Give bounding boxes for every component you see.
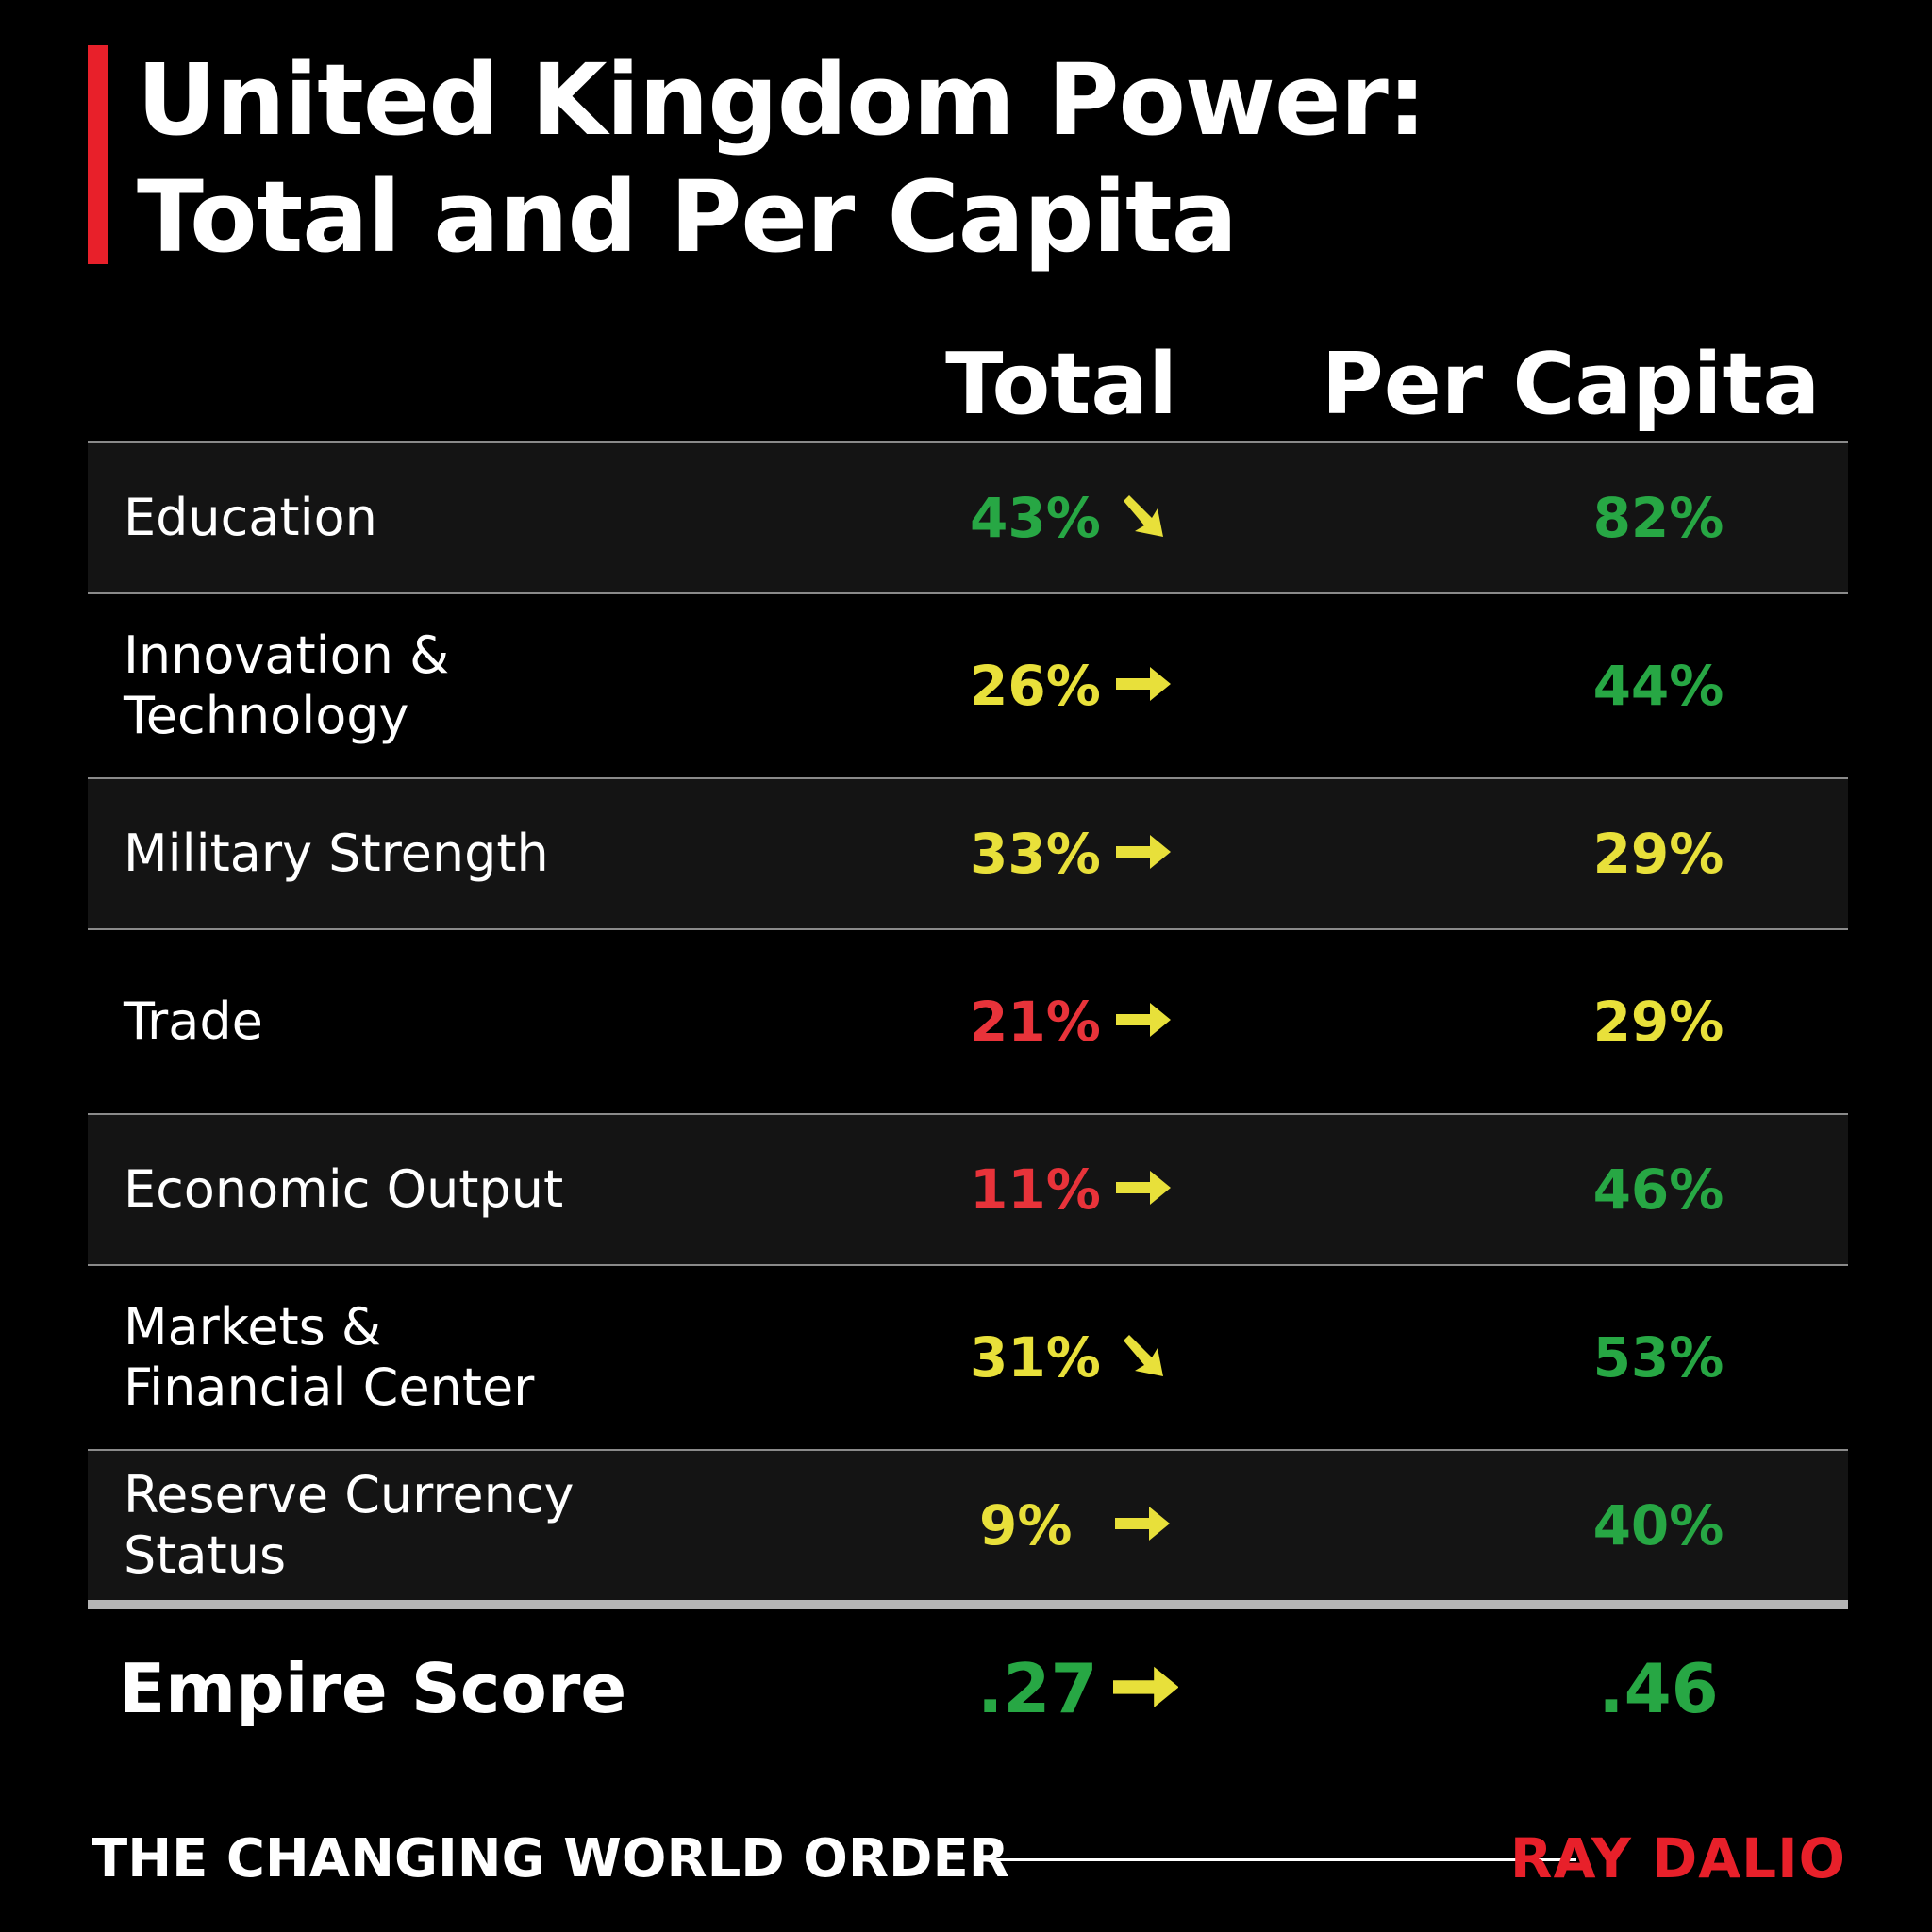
summary-label: Empire Score — [119, 1649, 627, 1728]
trend-flat-icon — [1115, 1493, 1171, 1557]
author-name: RAY DALIO — [1509, 1826, 1846, 1890]
total-cell: 21% — [970, 930, 1272, 1113]
total-value: 31% — [970, 1325, 1101, 1390]
footer-rule — [976, 1858, 1576, 1861]
row-label-line: Markets & — [124, 1297, 382, 1357]
total-cell: 33% — [970, 779, 1272, 928]
trend-flat-icon — [1115, 822, 1171, 886]
row-label-line: Technology — [124, 686, 409, 745]
column-header-total: Total — [945, 335, 1177, 434]
trend-flat-icon — [1115, 1158, 1171, 1222]
per-capita-cell: 29% — [1390, 930, 1927, 1113]
row-label-line: Status — [124, 1525, 287, 1585]
per-capita-value: 40% — [1592, 1493, 1724, 1557]
book-title: THE CHANGING WORLD ORDER — [92, 1827, 1009, 1890]
row-label-line: Military Strength — [124, 824, 549, 883]
chart-title-line-1: United Kingdom Power: — [137, 42, 1426, 158]
table-row: Education 43% 82% — [88, 441, 1848, 592]
row-label: Trade — [124, 930, 263, 1113]
footer: THE CHANGING WORLD ORDER RAY DALIO — [92, 1821, 1846, 1896]
row-label: Reserve Currency Status — [124, 1451, 575, 1600]
trend-down-icon — [1116, 486, 1171, 550]
total-value: 21% — [970, 990, 1101, 1054]
total-cell: 9% — [970, 1451, 1272, 1600]
row-label: Education — [124, 443, 377, 592]
data-table: Education 43% 82% Innovation & Technology 26%… — [88, 441, 1848, 1600]
row-label-line: Reserve Currency — [124, 1465, 575, 1524]
table-row: Reserve Currency Status 9% 40% — [88, 1449, 1848, 1600]
row-label-line: Economic Output — [124, 1159, 564, 1219]
total-cell: 26% — [970, 594, 1272, 777]
total-value: 26% — [970, 654, 1101, 718]
summary-per-capita-cell: .46 — [1390, 1623, 1927, 1755]
total-value: 33% — [970, 822, 1101, 886]
per-capita-cell: 44% — [1390, 594, 1927, 777]
summary-row: Empire Score .27 .46 — [88, 1623, 1848, 1755]
per-capita-cell: 53% — [1390, 1266, 1927, 1449]
row-label: Markets & Financial Center — [124, 1266, 534, 1449]
row-label-line: Financial Center — [124, 1357, 535, 1417]
row-label-line: Trade — [124, 991, 263, 1051]
summary-per-capita-value: .46 — [1598, 1649, 1719, 1728]
table-row: Trade 21% 29% — [88, 928, 1848, 1113]
per-capita-value: 29% — [1592, 822, 1724, 886]
per-capita-value: 29% — [1592, 990, 1724, 1054]
per-capita-value: 53% — [1592, 1325, 1724, 1390]
table-row: Economic Output 11% 46% — [88, 1113, 1848, 1264]
total-value: 9% — [979, 1493, 1073, 1557]
table-row: Military Strength 33% 29% — [88, 777, 1848, 928]
chart-title: United Kingdom Power: Total and Per Capi… — [137, 42, 1426, 275]
per-capita-cell: 46% — [1390, 1115, 1927, 1264]
summary-divider — [88, 1600, 1848, 1609]
per-capita-value: 44% — [1592, 654, 1724, 718]
summary-total-value: .27 — [977, 1649, 1098, 1728]
total-value: 11% — [970, 1158, 1101, 1222]
row-label-line: Education — [124, 488, 377, 547]
summary-total-cell: .27 — [977, 1623, 1279, 1755]
row-label: Economic Output — [124, 1115, 563, 1264]
total-value: 43% — [970, 486, 1101, 550]
per-capita-cell: 40% — [1390, 1451, 1927, 1600]
per-capita-cell: 82% — [1390, 443, 1927, 592]
trend-down-icon — [1116, 1325, 1171, 1390]
trend-flat-icon — [1112, 1649, 1179, 1728]
row-label-line: Innovation & — [124, 625, 450, 685]
trend-flat-icon — [1115, 990, 1171, 1054]
per-capita-value: 46% — [1592, 1158, 1724, 1222]
trend-flat-icon — [1115, 654, 1171, 718]
total-cell: 43% — [970, 443, 1272, 592]
table-row: Markets & Financial Center 31% 53% — [88, 1264, 1848, 1449]
title-accent-bar — [88, 45, 108, 264]
per-capita-cell: 29% — [1390, 779, 1927, 928]
per-capita-value: 82% — [1592, 486, 1724, 550]
row-label: Innovation & Technology — [124, 594, 449, 777]
column-header-per-capita: Per Capita — [1321, 335, 1821, 434]
total-cell: 11% — [970, 1115, 1272, 1264]
chart-title-line-2: Total and Per Capita — [137, 159, 1238, 275]
total-cell: 31% — [970, 1266, 1272, 1449]
row-label: Military Strength — [124, 779, 549, 928]
table-row: Innovation & Technology 26% 44% — [88, 592, 1848, 777]
